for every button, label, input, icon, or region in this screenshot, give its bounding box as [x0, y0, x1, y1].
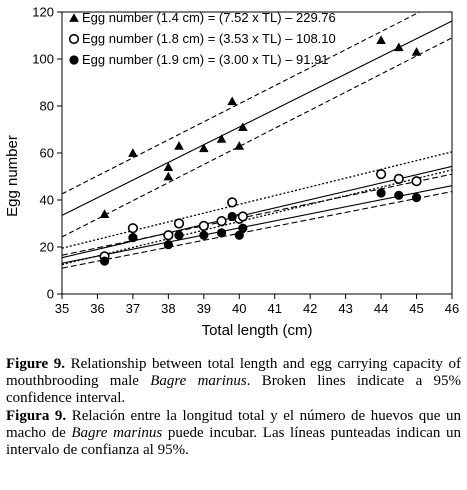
data-point	[174, 141, 184, 150]
data-point	[163, 240, 173, 250]
x-tick-label: 45	[409, 301, 423, 316]
x-tick-label: 46	[445, 301, 459, 316]
regression-line	[62, 20, 452, 216]
data-point	[216, 216, 227, 227]
y-tick-label: 40	[40, 193, 54, 208]
legend: Egg number (1.4 cm) = (7.52 x TL) – 229.…	[68, 10, 336, 67]
data-point	[393, 173, 404, 184]
confidence-line	[62, 12, 421, 195]
x-tick-label: 44	[374, 301, 388, 316]
legend-label: Egg number (1.9 cm) = (3.00 x TL) – 91.9…	[82, 52, 329, 67]
legend-marker	[69, 55, 79, 65]
legend-label: Egg number (1.4 cm) = (7.52 x TL) – 229.…	[82, 10, 336, 25]
y-tick-label: 60	[40, 146, 54, 161]
x-tick-label: 43	[338, 301, 352, 316]
x-tick-label: 36	[90, 301, 104, 316]
data-point	[199, 230, 209, 240]
data-point	[237, 211, 248, 222]
data-point	[163, 230, 174, 241]
caption-es-label: Figura 9.	[6, 408, 67, 424]
data-point	[376, 35, 386, 45]
data-point	[238, 122, 248, 131]
x-tick-label: 38	[161, 301, 175, 316]
data-point	[411, 47, 422, 56]
legend-marker	[69, 13, 79, 22]
caption-en-species: Bagre marinus	[150, 373, 247, 389]
caption-es-species: Bagre marinus	[71, 425, 163, 441]
confidence-line	[62, 169, 452, 266]
regression-line	[62, 185, 452, 264]
data-point	[376, 188, 386, 198]
regression-lines	[62, 12, 452, 269]
figure-caption-spanish: Figura 9. Relación entre la longitud tot…	[6, 408, 461, 459]
data-point	[128, 148, 138, 157]
data-point	[227, 96, 237, 106]
scatter-chart: 35 36 37 38 39 40 41 42 43 44 45 46020406080100120 …	[4, 5, 459, 340]
data-point	[227, 211, 237, 222]
confidence-line	[62, 151, 452, 249]
y-tick-label: 80	[40, 99, 54, 114]
confidence-line	[62, 191, 452, 269]
data-point	[238, 223, 248, 233]
caption-en-text-1: Relationship between total length and eg…	[6, 356, 462, 389]
data-point	[199, 143, 209, 153]
data-point	[128, 233, 138, 243]
data-point	[174, 230, 184, 240]
caption-en-label: Figure 9.	[6, 356, 66, 372]
data-point	[127, 223, 139, 234]
y-tick-label: 100	[32, 52, 54, 67]
confidence-line	[62, 37, 452, 238]
data-point	[394, 190, 404, 200]
x-tick-label: 37	[126, 301, 140, 316]
figure-caption-english: Figure 9. Relationship between total len…	[6, 356, 461, 407]
x-tick-label: 41	[267, 301, 281, 316]
data-point	[163, 162, 174, 171]
legend-marker	[68, 33, 80, 45]
data-point	[375, 169, 387, 180]
data-point	[198, 220, 209, 231]
x-tick-label: 39	[197, 301, 211, 316]
data-point	[411, 176, 422, 187]
data-point	[216, 134, 227, 143]
x-tick-label: 35	[55, 301, 69, 316]
x-axis-label: Total length (cm)	[202, 322, 313, 339]
axes: 35 36 37 38 39 40 41 42 43 44 45 46 0 20 40 60 80 100 120	[32, 5, 459, 317]
x-tick-label: 42	[303, 301, 317, 316]
caption-es-text-2: puede incubar. Las líneas punteadas indi…	[6, 425, 461, 458]
data-point	[234, 230, 244, 240]
y-tick-label: 120	[32, 5, 54, 20]
caption-es-text-1: Relación entre la longitud total y el nú…	[6, 408, 461, 441]
data-point	[163, 171, 174, 181]
y-axis-label: Egg number	[4, 135, 21, 217]
x-tick-label: 40	[232, 301, 246, 316]
data-point	[99, 256, 110, 266]
data-point	[173, 218, 185, 229]
data-point	[234, 141, 245, 150]
data-point	[394, 42, 404, 52]
regression-line	[62, 165, 452, 259]
legend-label: Egg number (1.8 cm) = (3.53 x TL) – 108.…	[82, 31, 336, 46]
data-point	[99, 209, 110, 218]
data-point	[411, 193, 422, 203]
data-points	[99, 35, 422, 266]
data-point	[227, 197, 238, 208]
y-tick-label: 0	[47, 287, 54, 302]
y-tick-label: 20	[40, 240, 54, 255]
caption-en-text-2: . Broken lines indicate a 95% confidence…	[6, 373, 461, 406]
confidence-line	[62, 173, 452, 256]
data-point	[216, 228, 227, 238]
